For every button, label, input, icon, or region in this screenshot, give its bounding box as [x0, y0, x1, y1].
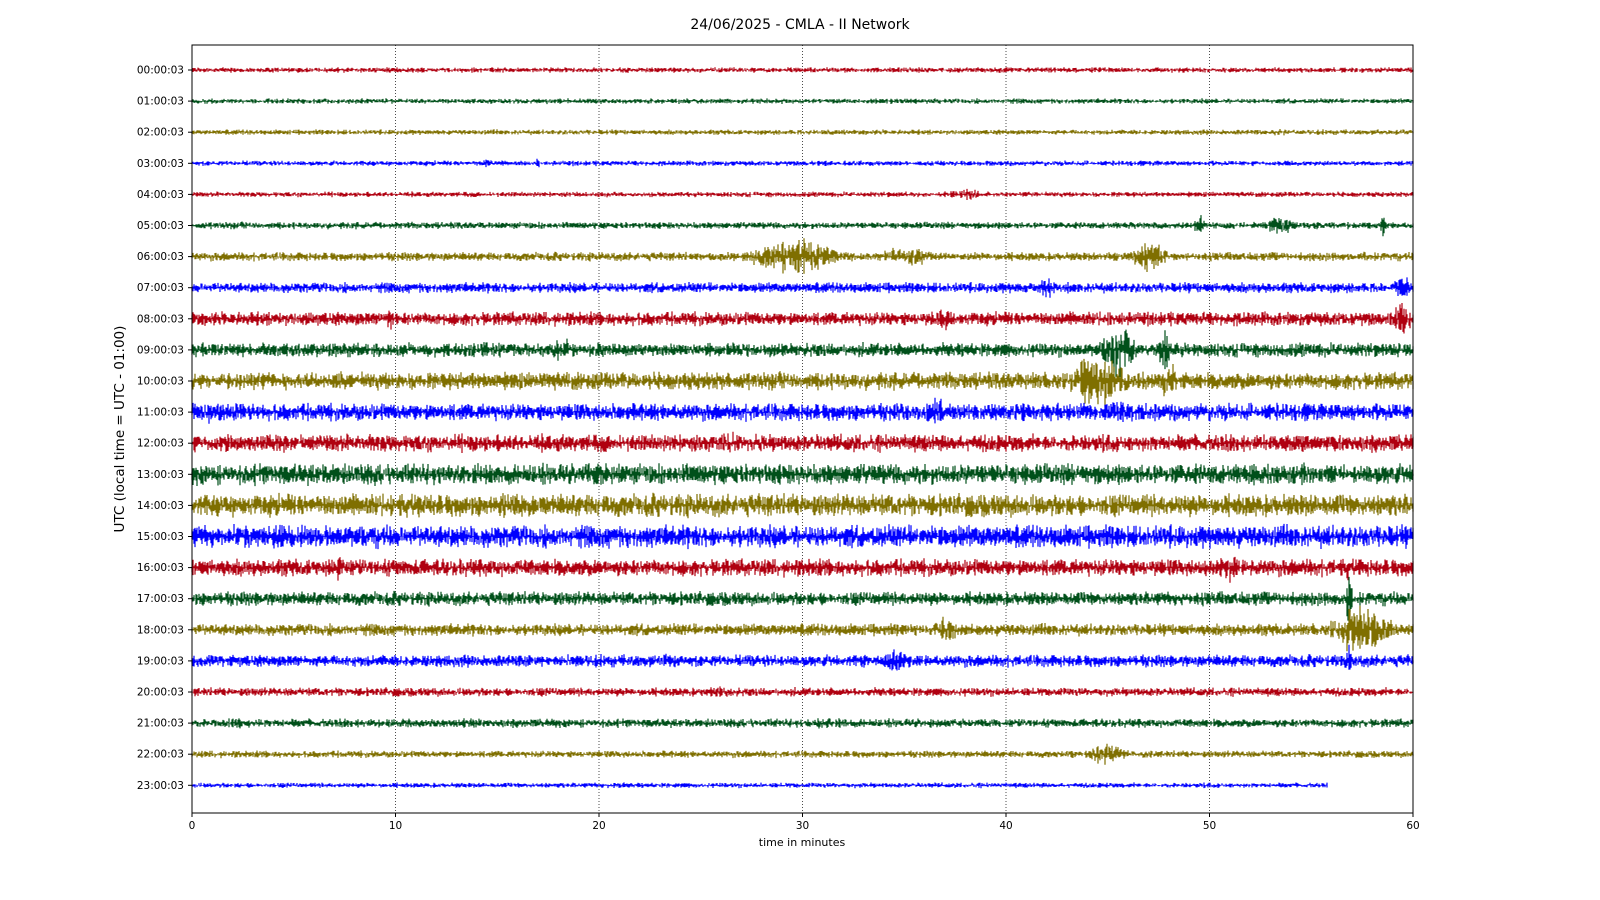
- trace-160003: [191, 556, 1414, 583]
- trace-220003: [191, 743, 1414, 765]
- y-tick-label: 16:00:03: [137, 562, 184, 574]
- y-tick-label: 08:00:03: [137, 313, 184, 325]
- y-tick-label: 10:00:03: [137, 376, 184, 388]
- y-tick-label: 00:00:03: [137, 65, 184, 77]
- x-axis-label: time in minutes: [759, 836, 846, 849]
- trace-110003: [191, 397, 1414, 424]
- trace-140003: [191, 492, 1414, 519]
- trace-150003: [191, 523, 1414, 550]
- x-tick-label: 60: [1406, 820, 1419, 832]
- trace-170003: [191, 576, 1414, 621]
- y-tick-label: 09:00:03: [137, 344, 184, 356]
- trace-120003: [191, 431, 1414, 453]
- x-tick-label: 0: [189, 820, 196, 832]
- y-tick-label: 21:00:03: [137, 718, 184, 730]
- trace-230003: [191, 782, 1328, 789]
- chart-title: 24/06/2025 - CMLA - II Network: [690, 17, 910, 33]
- y-axis-ticks: 00:00:03 01:00:03 02:00:03 03:00:03 04:00:03…: [137, 65, 192, 792]
- x-tick-label: 40: [999, 820, 1012, 832]
- y-tick-label: 19:00:03: [137, 655, 184, 667]
- trace-group: [191, 67, 1414, 789]
- y-tick-label: 18:00:03: [137, 624, 184, 636]
- trace-050003: [191, 215, 1414, 237]
- x-axis-ticks: 0 10 20 30 40 50 60: [189, 813, 1420, 832]
- y-tick-label: 02:00:03: [137, 127, 184, 139]
- x-tick-label: 20: [592, 820, 605, 832]
- y-tick-label: 07:00:03: [137, 282, 184, 294]
- y-tick-label: 01:00:03: [137, 96, 184, 108]
- x-tick-label: 10: [389, 820, 402, 832]
- y-tick-label: 20:00:03: [137, 687, 184, 699]
- vertical-gridlines: [395, 45, 1210, 813]
- x-tick-label: 50: [1203, 820, 1216, 832]
- y-tick-label: 14:00:03: [137, 500, 184, 512]
- y-tick-label: 12:00:03: [137, 438, 184, 450]
- y-tick-label: 06:00:03: [137, 251, 184, 263]
- y-tick-label: 03:00:03: [137, 158, 184, 170]
- x-tick-label: 30: [796, 820, 809, 832]
- y-tick-label: 17:00:03: [137, 593, 184, 605]
- y-tick-label: 22:00:03: [137, 749, 184, 761]
- trace-080003: [191, 303, 1414, 334]
- y-tick-label: 04:00:03: [137, 189, 184, 201]
- y-tick-label: 15:00:03: [137, 531, 184, 543]
- y-tick-label: 11:00:03: [137, 407, 184, 419]
- y-axis-label: UTC (local time = UTC - 01:00): [112, 326, 128, 533]
- trace-130003: [191, 462, 1414, 487]
- y-tick-label: 23:00:03: [137, 780, 184, 792]
- y-tick-label: 13:00:03: [137, 469, 184, 481]
- y-tick-label: 05:00:03: [137, 220, 184, 232]
